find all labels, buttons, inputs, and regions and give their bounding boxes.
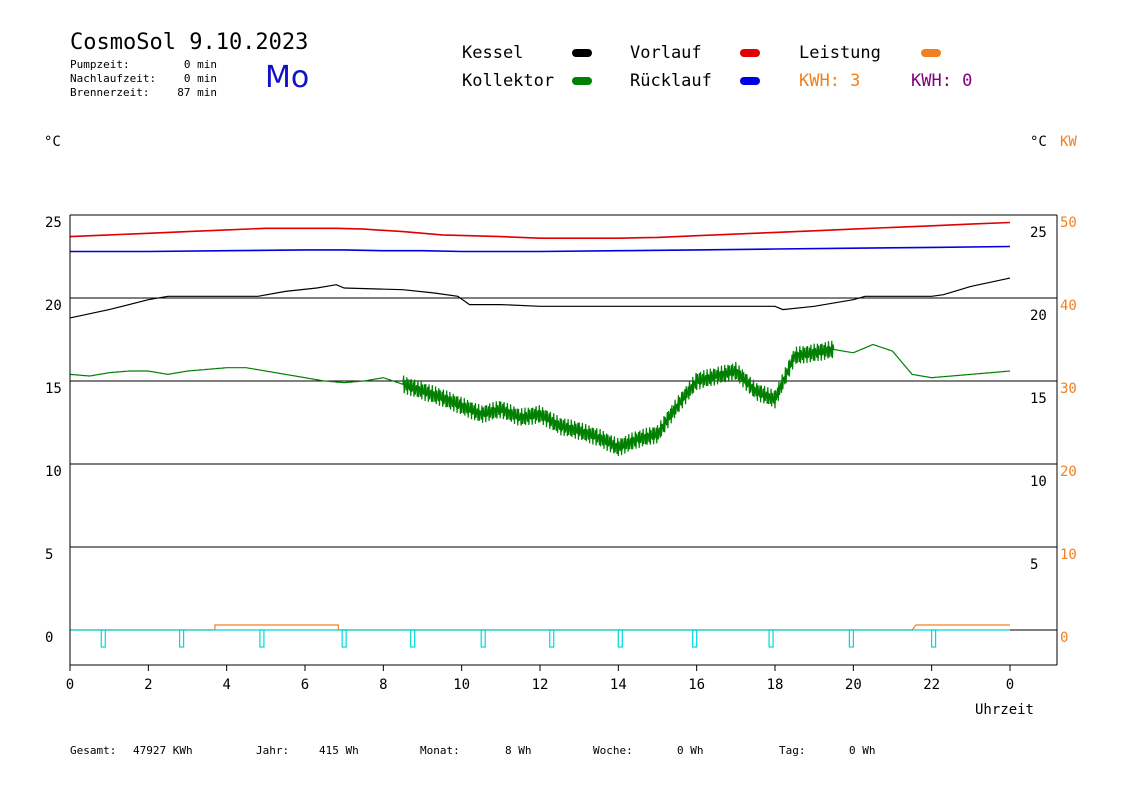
stat-value-nachlaufzeit: 0 min xyxy=(183,72,217,85)
x-tick-label-3: 6 xyxy=(301,677,309,693)
x-tick-label-5: 10 xyxy=(453,677,470,693)
y-left-tick-label-2: 15 xyxy=(45,381,62,397)
stat-label-pumpzeit: Pumpzeit: xyxy=(70,58,130,71)
y-left-tick-label-1: 20 xyxy=(45,298,62,314)
x-tick-label-4: 8 xyxy=(379,677,387,693)
pump-pulse-4 xyxy=(410,629,416,648)
left-axis-unit: °C xyxy=(44,134,61,150)
stat-value-pumpzeit: 0 min xyxy=(183,58,217,71)
x-tick-label-8: 16 xyxy=(688,677,705,693)
y-right-kw-tick-label-2: 30 xyxy=(1060,381,1077,397)
legend-kwh-second: KWH: 0 xyxy=(911,71,973,91)
pump-pulse-2 xyxy=(259,629,265,648)
y-left-tick-label-4: 5 xyxy=(45,547,53,563)
y-right-kw-tick-label-0: 50 xyxy=(1060,215,1077,231)
legend-ruecklauf-label: Rücklauf xyxy=(630,71,712,91)
chart-axes xyxy=(69,215,1058,666)
footer-woche-value: 0 Wh xyxy=(677,744,704,757)
chart-ticks: 0 2 4 6 8 10 12 14 16 18 20 22 0Uhrzeit2520151050252… xyxy=(45,215,1077,718)
pump-pulse-5 xyxy=(480,629,486,648)
series-line-kessel xyxy=(69,277,1011,319)
pump-pulse-9 xyxy=(768,629,774,648)
footer-monat-label: Monat: xyxy=(420,744,460,757)
x-tick-label-1: 2 xyxy=(144,677,152,693)
legend-kessel-label: Kessel xyxy=(462,43,524,63)
pump-pulse-1 xyxy=(179,629,185,648)
x-tick-label-2: 4 xyxy=(222,677,230,693)
y-left-tick-label-5: 0 xyxy=(45,630,53,646)
x-tick-label-6: 12 xyxy=(532,677,549,693)
footer-jahr-label: Jahr: xyxy=(256,744,290,757)
y-right-tick-label-3: 10 xyxy=(1030,474,1047,490)
footer-jahr-value: 415 Wh xyxy=(319,744,359,757)
y-right-kw-tick-label-1: 40 xyxy=(1060,298,1077,314)
legend-kessel-swatch xyxy=(572,49,592,57)
legend-leistung-swatch xyxy=(921,49,941,57)
legend-kollektor-label: Kollektor xyxy=(462,71,555,91)
legend-leistung-label: Leistung xyxy=(799,43,881,63)
x-tick-label-11: 22 xyxy=(923,677,940,693)
pump-pulse-6 xyxy=(549,629,555,648)
footer-tag-value: 0 Wh xyxy=(849,744,876,757)
x-axis-label: Uhrzeit xyxy=(975,702,1034,718)
x-tick-label-9: 18 xyxy=(767,677,784,693)
pump-pulse-8 xyxy=(692,629,698,648)
y-left-tick-label-3: 10 xyxy=(45,464,62,480)
series-line-leistung xyxy=(70,624,1010,631)
y-right-kw-tick-label-5: 0 xyxy=(1060,630,1068,646)
x-tick-label-12: 0 xyxy=(1006,677,1014,693)
y-right-kw-tick-label-4: 10 xyxy=(1060,547,1077,563)
chart-title: CosmoSol 9.10.2023 xyxy=(70,30,309,55)
series-line-kollektor xyxy=(70,340,1011,457)
stat-label-nachlaufzeit: Nachlaufzeit: xyxy=(70,72,157,85)
right-axis-unit: °C xyxy=(1030,134,1047,150)
y-right-kw-tick-label-3: 20 xyxy=(1060,464,1077,480)
legend-kollektor-swatch xyxy=(572,77,592,85)
pump-pulse-10 xyxy=(848,629,854,648)
y-right-tick-label-0: 25 xyxy=(1030,225,1047,241)
stat-label-brennerzeit: Brennerzeit: xyxy=(70,86,150,99)
footer-tag-label: Tag: xyxy=(779,744,806,757)
footer-gesamt-label: Gesamt: xyxy=(70,744,117,757)
legend-vorlauf-label: Vorlauf xyxy=(630,43,702,63)
y-right-tick-label-2: 15 xyxy=(1030,391,1047,407)
x-tick-label-7: 14 xyxy=(610,677,627,693)
footer-gesamt-value: 47927 KWh xyxy=(133,744,193,757)
stat-value-brennerzeit: 87 min xyxy=(177,86,217,99)
legend-ruecklauf-swatch xyxy=(740,77,760,85)
series-line-vorlauf xyxy=(69,221,1011,239)
pump-pulses xyxy=(70,629,1010,648)
x-tick-label-0: 0 xyxy=(66,677,74,693)
pump-pulse-0 xyxy=(100,629,106,648)
legend-vorlauf-swatch xyxy=(740,49,760,57)
pump-pulse-7 xyxy=(617,629,623,648)
legend-kwh-total: KWH: 3 xyxy=(799,71,861,91)
y-right-tick-label-4: 5 xyxy=(1030,557,1038,573)
series-line-ruecklauf xyxy=(70,245,1011,253)
footer-woche-label: Woche: xyxy=(593,744,633,757)
weekday-label: Mo xyxy=(265,60,310,95)
chart-series xyxy=(69,221,1011,631)
y-left-tick-label-0: 25 xyxy=(45,215,62,231)
right-axis-kw-unit: KW xyxy=(1060,134,1077,150)
x-tick-label-10: 20 xyxy=(845,677,862,693)
pump-pulse-11 xyxy=(931,629,937,648)
pump-pulse-3 xyxy=(341,629,347,648)
footer-monat-value: 8 Wh xyxy=(505,744,532,757)
y-right-tick-label-1: 20 xyxy=(1030,308,1047,324)
